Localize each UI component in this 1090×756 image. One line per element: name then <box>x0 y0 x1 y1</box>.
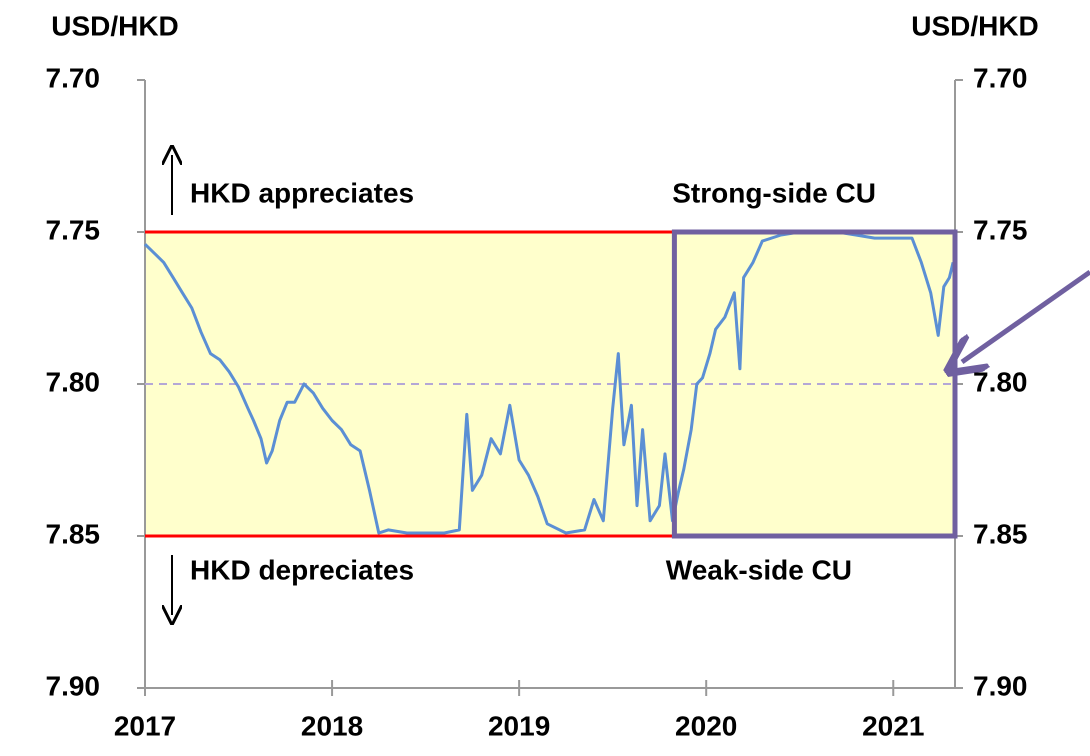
y-tick-label: 7.85 <box>46 518 101 549</box>
annotation: Weak-side CU <box>666 554 852 585</box>
annotation: HKD appreciates <box>190 177 414 208</box>
y-axis-label: USD/HKD <box>51 10 179 41</box>
background-layer <box>137 79 963 696</box>
y2-axis-label: USD/HKD <box>911 10 1039 41</box>
y2-tick-label: 7.75 <box>973 214 1028 245</box>
x-tick-label: 2021 <box>862 710 924 741</box>
series-line <box>143 230 955 535</box>
x-tick-label: 2019 <box>488 710 550 741</box>
highlight-box <box>671 229 958 539</box>
y-tick-label: 7.90 <box>46 670 101 701</box>
x-tick-label: 2017 <box>114 710 176 741</box>
annotation: Strong-side CU <box>672 177 876 208</box>
x-tick-label: 2020 <box>675 710 737 741</box>
pointer-arrow <box>962 269 1090 362</box>
x-tick-label: 2018 <box>301 710 363 741</box>
y-tick-label: 7.80 <box>46 366 101 397</box>
y2-tick-label: 7.85 <box>973 518 1028 549</box>
annotation: HKD depreciates <box>190 554 414 585</box>
y-tick-label: 7.70 <box>46 62 101 93</box>
y2-tick-label: 7.80 <box>973 366 1028 397</box>
y-tick-label: 7.75 <box>46 214 101 245</box>
y2-tick-label: 7.90 <box>973 670 1028 701</box>
y2-tick-label: 7.70 <box>973 62 1028 93</box>
